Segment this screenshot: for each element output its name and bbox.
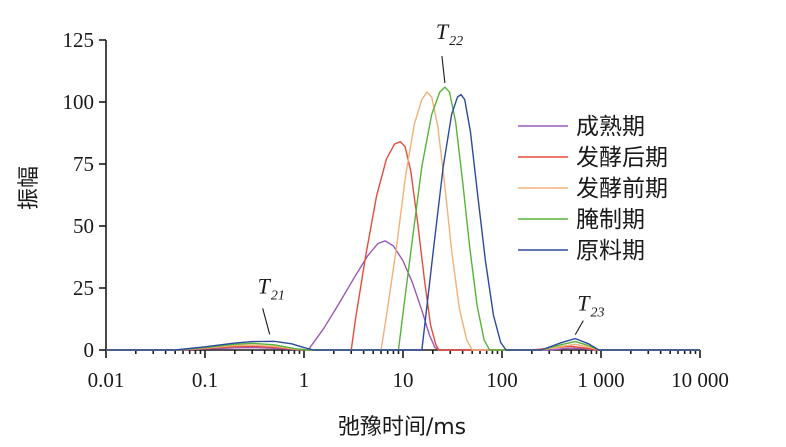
annotation-pointer bbox=[441, 56, 446, 84]
x-tick-label: 10 000 bbox=[671, 368, 729, 392]
y-tick-label: 125 bbox=[63, 28, 95, 52]
legend-label: 原料期 bbox=[576, 238, 645, 264]
y-tick-label: 0 bbox=[84, 338, 95, 362]
y-tick-label: 75 bbox=[73, 152, 94, 176]
x-tick-label: 1 bbox=[299, 368, 310, 392]
y-ticks: 0 25 50 75 100 125 bbox=[63, 28, 106, 362]
series-line-5 bbox=[106, 93, 700, 351]
x-tick-label: 10 bbox=[393, 368, 414, 392]
x-axis-title: 弛豫时间/ms bbox=[338, 415, 466, 440]
y-axis-title: 振幅 bbox=[17, 166, 42, 210]
annotation-label: T22 bbox=[436, 19, 463, 49]
y-tick-label: 50 bbox=[73, 214, 94, 238]
series-line-4 bbox=[106, 86, 700, 351]
annotation-pointer bbox=[574, 320, 584, 335]
legend-label: 发酵后期 bbox=[576, 145, 668, 171]
x-tick-label: 1 000 bbox=[577, 368, 624, 392]
y-tick-label: 25 bbox=[73, 276, 94, 300]
annotation-label: T21 bbox=[258, 273, 285, 303]
annotation-label: T23 bbox=[577, 291, 604, 321]
series-line-3 bbox=[106, 91, 700, 351]
legend-label: 腌制期 bbox=[576, 207, 645, 233]
y-tick-label: 100 bbox=[63, 90, 95, 114]
x-tick-label: 0.01 bbox=[88, 368, 125, 392]
series-group bbox=[106, 86, 700, 351]
annotation-pointer bbox=[262, 308, 271, 335]
x-ticks: 0.01 0.1 1 10 100 1 000 10 000 bbox=[88, 350, 729, 392]
x-tick-label: 0.1 bbox=[192, 368, 218, 392]
annotation-group: T21 T22 T23 bbox=[258, 19, 605, 335]
legend-label: 发酵前期 bbox=[576, 176, 668, 202]
x-tick-label: 100 bbox=[486, 368, 518, 392]
legend-label: 成熟期 bbox=[576, 114, 645, 140]
